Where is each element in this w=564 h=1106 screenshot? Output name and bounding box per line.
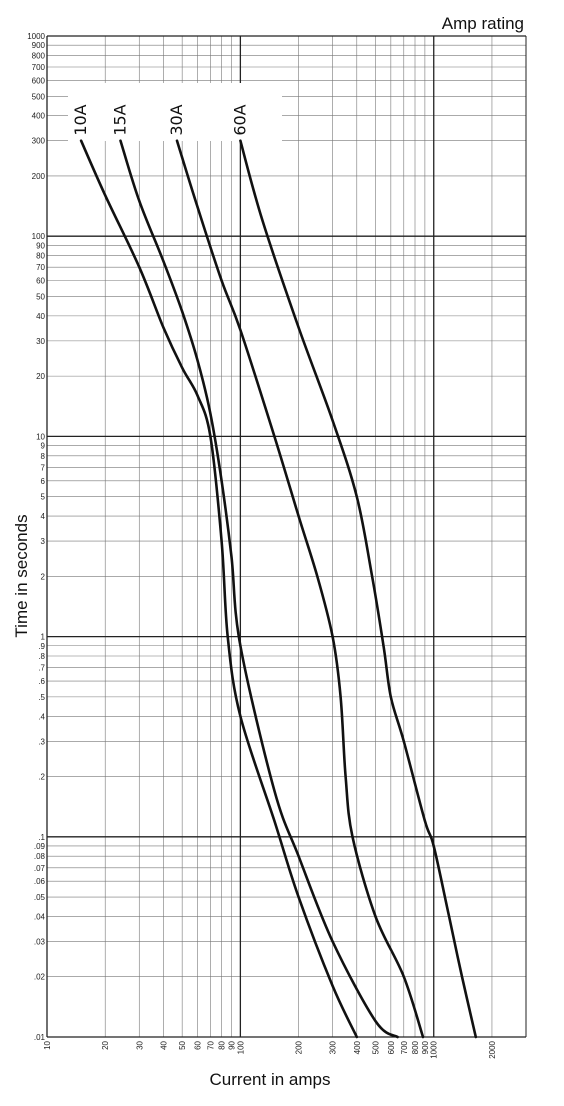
x-tick-label: 90 <box>228 1040 237 1049</box>
y-tick-label: .01 <box>34 1033 46 1042</box>
y-tick-label: 300 <box>32 137 46 146</box>
series-curves <box>79 139 478 1039</box>
y-tick-label: .1 <box>38 833 45 842</box>
y-tick-label: 1 <box>41 633 46 642</box>
y-tick-label: .09 <box>34 842 46 851</box>
x-axis-title: Current in amps <box>210 1070 331 1089</box>
y-tick-label: .05 <box>34 893 46 902</box>
x-tick-label: 900 <box>421 1040 430 1054</box>
y-tick-label: .3 <box>38 737 45 746</box>
amp-rating-label: Amp rating <box>442 14 524 33</box>
y-axis-title: Time in seconds <box>12 514 31 637</box>
y-tick-label: 3 <box>41 537 46 546</box>
series-label-60a: 60A <box>230 104 249 135</box>
y-tick-label: 100 <box>32 232 46 241</box>
x-tick-label: 70 <box>206 1040 215 1049</box>
series-curve-30a <box>175 139 425 1039</box>
y-tick-label: 500 <box>32 92 46 101</box>
y-tick-label: 200 <box>32 172 46 181</box>
series-curve-60a <box>239 139 478 1039</box>
y-tick-label: 5 <box>41 493 46 502</box>
x-tick-label: 800 <box>411 1040 420 1054</box>
x-tick-label: 100 <box>236 1040 245 1054</box>
x-tick-label: 500 <box>372 1040 381 1054</box>
x-tick-label: 300 <box>329 1040 338 1054</box>
x-tick-label: 2000 <box>488 1040 497 1058</box>
y-tick-label: .5 <box>38 693 45 702</box>
y-tick-label: .7 <box>38 664 45 673</box>
grid-major-lines <box>46 35 527 1038</box>
y-tick-label: 4 <box>41 512 46 521</box>
x-tick-label: 600 <box>387 1040 396 1054</box>
series-label-10a: 10A <box>71 104 90 135</box>
y-tick-label: .08 <box>34 852 46 861</box>
x-tick-label: 10 <box>43 1040 52 1049</box>
y-tick-label: 10 <box>36 432 45 441</box>
x-tick-label: 200 <box>295 1040 304 1054</box>
y-tick-label: 40 <box>36 312 45 321</box>
y-tick-label: .8 <box>38 652 45 661</box>
y-tick-label: 8 <box>41 452 46 461</box>
x-tick-label: 60 <box>193 1040 202 1049</box>
y-tick-label: 90 <box>36 241 45 250</box>
y-tick-label: .9 <box>38 642 45 651</box>
y-tick-label: .4 <box>38 712 45 721</box>
series-curve-10a <box>79 139 359 1039</box>
y-tick-label: 70 <box>36 263 45 272</box>
x-tick-label: 1000 <box>430 1040 439 1058</box>
y-tick-label: 600 <box>32 76 46 85</box>
y-tick-label: 400 <box>32 112 46 121</box>
y-tick-label: 50 <box>36 292 45 301</box>
y-tick-label: .06 <box>34 877 46 886</box>
y-tick-label: 2 <box>41 572 46 581</box>
y-tick-label: 9 <box>41 442 46 451</box>
y-tick-label: 1000 <box>27 32 45 41</box>
y-tick-label: .2 <box>38 773 45 782</box>
y-tick-label: 800 <box>32 51 46 60</box>
series-label-background <box>68 83 282 141</box>
x-tick-label: 40 <box>159 1040 168 1049</box>
series-label-30a: 30A <box>167 104 186 135</box>
y-tick-label: 6 <box>41 477 46 486</box>
grid-minor-lines <box>47 36 527 1037</box>
y-tick-label: 80 <box>36 252 45 261</box>
x-tick-labels: 10 20 30 40 50 60 70 80 90 100 200 300 400 500 600 700 8… <box>43 1040 497 1058</box>
x-tick-label: 80 <box>218 1040 227 1049</box>
x-tick-label: 400 <box>353 1040 362 1054</box>
y-tick-label: 30 <box>36 337 45 346</box>
x-tick-label: 700 <box>400 1040 409 1054</box>
y-tick-label: 700 <box>32 63 46 72</box>
series-labels: 10A 15A 30A 60A <box>71 104 249 135</box>
series-label-15a: 15A <box>111 104 130 135</box>
series-curve-15a <box>119 139 399 1039</box>
y-tick-label: .6 <box>38 677 45 686</box>
y-tick-label: .03 <box>34 937 46 946</box>
y-tick-label: .02 <box>34 973 46 982</box>
y-tick-label: 60 <box>36 277 45 286</box>
x-tick-label: 50 <box>178 1040 187 1049</box>
y-tick-label: 20 <box>36 372 45 381</box>
y-tick-label: 900 <box>32 41 46 50</box>
y-tick-label: .07 <box>34 864 46 873</box>
x-tick-label: 20 <box>101 1040 110 1049</box>
y-tick-label: 7 <box>41 463 46 472</box>
y-tick-label: .04 <box>34 912 46 921</box>
x-tick-label: 30 <box>135 1040 144 1049</box>
